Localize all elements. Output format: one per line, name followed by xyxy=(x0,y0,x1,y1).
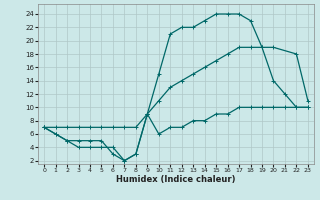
X-axis label: Humidex (Indice chaleur): Humidex (Indice chaleur) xyxy=(116,175,236,184)
